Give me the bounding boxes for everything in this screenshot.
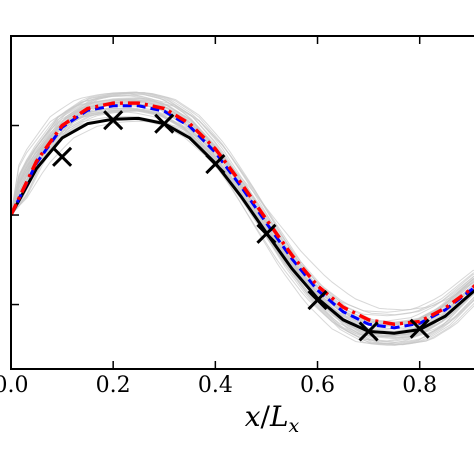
ensemble-curve [11, 104, 474, 330]
ensemble-curve [11, 108, 474, 326]
x-marker [205, 153, 226, 175]
x-marker [154, 113, 175, 134]
ensemble-curve [11, 109, 474, 325]
ensemble-curve [11, 93, 474, 344]
ensemble-curve [11, 102, 474, 333]
ensemble-curve [11, 116, 474, 316]
ensemble-curve [11, 92, 474, 346]
ensemble-curve [11, 95, 474, 342]
blue-dashed-line [11, 104, 474, 330]
x-tick-label: 0.6 [300, 373, 335, 398]
red-dashdot-line [11, 101, 474, 326]
ensemble-curve [11, 92, 474, 345]
ensemble-curve [11, 97, 474, 340]
series-lines [11, 101, 474, 335]
ensemble-curve [11, 92, 474, 345]
ensemble-curve [11, 110, 474, 323]
ensemble-curve [11, 103, 474, 332]
ensemble-curve [11, 99, 474, 337]
axis-ticks [10, 36, 421, 369]
x-tick-label: 0.4 [198, 373, 233, 398]
x-marker [52, 146, 73, 167]
ensemble-curves [11, 91, 474, 346]
x-tick-label: 0.2 [96, 373, 131, 398]
ensemble-curve [11, 110, 474, 323]
x-axis-label-slash: / [261, 400, 271, 433]
ensemble-curve [11, 94, 474, 343]
ensemble-curve [11, 110, 474, 324]
x-marker [307, 290, 328, 311]
ensemble-curve [11, 115, 474, 317]
data-markers [52, 110, 430, 342]
ensemble-curve [11, 101, 474, 334]
ensemble-curve [11, 107, 474, 327]
ensemble-curve [11, 107, 474, 327]
x-tick-label: 0.8 [402, 373, 437, 398]
x-marker [103, 110, 124, 131]
ensemble-curve [11, 104, 474, 330]
ensemble-curve [11, 109, 474, 324]
x-axis-label: x/Lx [245, 400, 300, 437]
ensemble-curve [11, 91, 474, 346]
ensemble-curve [11, 92, 474, 346]
ensemble-curve [11, 111, 474, 322]
x-marker [409, 318, 430, 339]
x-axis-label-L: L [269, 400, 289, 433]
x-tick-label: 0.0 [0, 373, 29, 398]
ensemble-curve [11, 100, 474, 335]
x-marker [256, 223, 277, 244]
black-solid-line [11, 116, 474, 335]
x-axis-label-sub: x [289, 415, 300, 437]
ensemble-curve [11, 109, 474, 325]
plot-frame [10, 35, 474, 370]
ensemble-curve [11, 91, 474, 346]
ensemble-curve [11, 120, 474, 311]
x-axis-label-x: x [245, 400, 261, 433]
ensemble-curve [11, 100, 474, 336]
ensemble-curve [11, 99, 474, 337]
ensemble-curve [11, 118, 474, 313]
ensemble-curve [11, 100, 474, 335]
x-tick-labels: 0.0 0.2 0.4 0.6 0.8 [0, 373, 437, 398]
x-marker [358, 321, 379, 342]
ensemble-curve [11, 99, 474, 337]
ensemble-curve [11, 108, 474, 325]
ensemble-curve [11, 92, 474, 345]
